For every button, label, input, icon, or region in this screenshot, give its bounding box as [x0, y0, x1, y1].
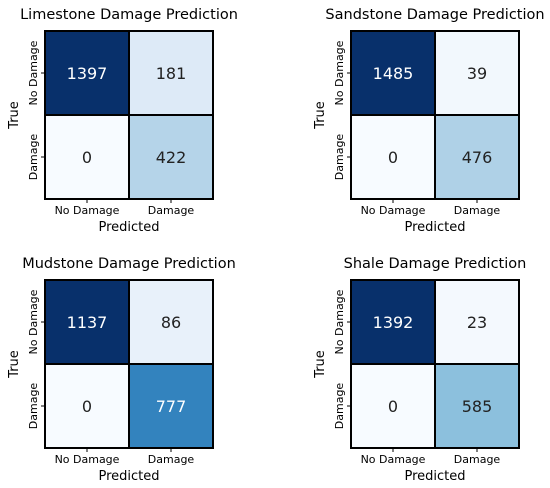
y-tick-label: No Damage [27, 289, 40, 354]
heatmap-cell [128, 363, 214, 449]
x-tick-label: Damage [148, 453, 195, 466]
x-tick-label: No Damage [55, 204, 120, 217]
x-tick-label: Damage [454, 204, 501, 217]
confusion-matrix-panel: 1485 39 0 476 Sandstone Damage Prediction No … [313, 7, 545, 235]
y-tick-label: Damage [333, 134, 346, 181]
confusion-matrix-panel: 1392 23 0 585 Shale Damage Prediction No Dama… [313, 256, 526, 484]
heatmap-cell [350, 363, 436, 449]
y-tick-label: Damage [27, 383, 40, 430]
chart-title: Sandstone Damage Prediction [325, 7, 544, 23]
heatmap-frame [44, 30, 214, 200]
heatmap-cell [350, 30, 436, 116]
x-tick-label: No Damage [361, 453, 426, 466]
cell-value-label: 585 [462, 397, 493, 416]
y-tick-label: Damage [27, 134, 40, 181]
cell-value-label: 0 [82, 397, 92, 416]
cell-value-label: 422 [156, 148, 187, 167]
confusion-matrix-panel: 1397 181 0 422 Limestone Damage Prediction No… [7, 7, 238, 235]
x-tick-label: Damage [148, 204, 195, 217]
cell-value-label: 1392 [373, 313, 414, 332]
y-axis-label: True [7, 350, 22, 379]
heatmap-cell [128, 279, 214, 365]
heatmap-cell [128, 30, 214, 116]
x-axis-label: Predicted [98, 220, 159, 235]
y-tick-label: No Damage [333, 40, 346, 105]
cell-value-label: 1485 [373, 64, 414, 83]
heatmap-frame [44, 279, 214, 449]
y-axis-label: True [313, 350, 328, 379]
y-tick-label: Damage [333, 383, 346, 430]
cell-value-label: 181 [156, 64, 187, 83]
cell-value-label: 86 [161, 313, 181, 332]
y-tick-label: No Damage [333, 289, 346, 354]
heatmap-cell [434, 363, 520, 449]
cell-value-label: 0 [82, 148, 92, 167]
x-tick-label: Damage [454, 453, 501, 466]
chart-title: Limestone Damage Prediction [20, 7, 238, 23]
cell-value-label: 476 [462, 148, 493, 167]
confusion-matrix-panel: 1137 86 0 777 Mudstone Damage Prediction No D… [7, 256, 236, 484]
y-axis-label: True [7, 101, 22, 130]
cell-value-label: 1397 [67, 64, 108, 83]
x-axis-label: Predicted [404, 469, 465, 484]
cell-value-label: 0 [388, 397, 398, 416]
x-tick-label: No Damage [361, 204, 426, 217]
y-tick-label: No Damage [27, 40, 40, 105]
x-axis-label: Predicted [404, 220, 465, 235]
heatmap-frame [350, 30, 520, 200]
chart-title: Shale Damage Prediction [344, 256, 527, 272]
heatmap-cell [434, 279, 520, 365]
cell-value-label: 23 [467, 313, 487, 332]
cell-value-label: 0 [388, 148, 398, 167]
heatmap-cell [44, 279, 130, 365]
heatmap-frame [350, 279, 520, 449]
heatmap-cell [434, 114, 520, 200]
cell-value-label: 1137 [67, 313, 108, 332]
cell-value-label: 777 [156, 397, 187, 416]
chart-title: Mudstone Damage Prediction [22, 256, 236, 272]
y-axis-label: True [313, 101, 328, 130]
x-tick-label: No Damage [55, 453, 120, 466]
cell-value-label: 39 [467, 64, 487, 83]
x-axis-label: Predicted [98, 469, 159, 484]
